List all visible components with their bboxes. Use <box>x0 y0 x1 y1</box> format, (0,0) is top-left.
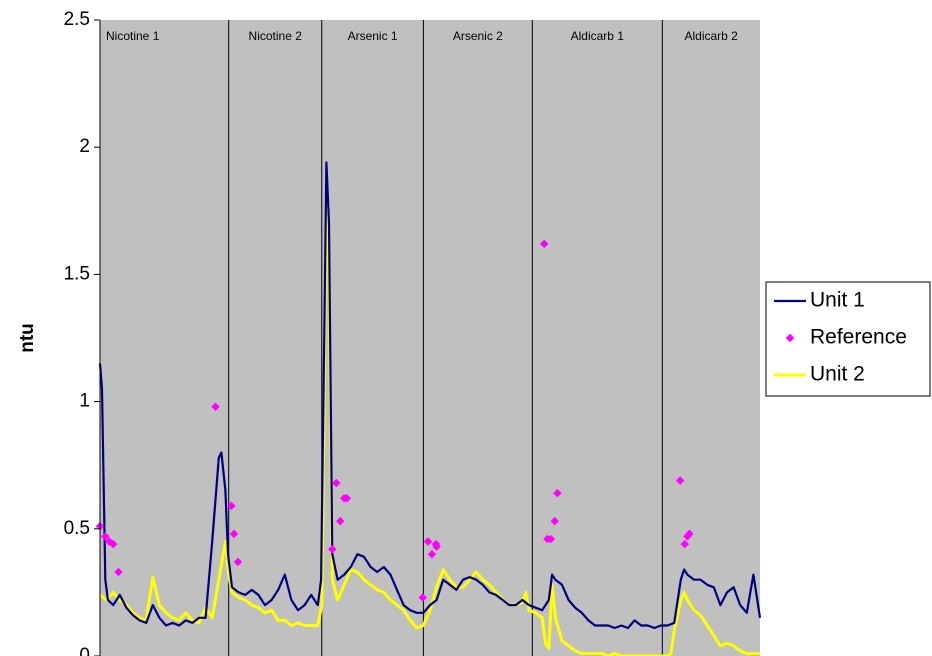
plot-area <box>100 20 760 656</box>
legend-label: Unit 1 <box>810 289 865 312</box>
reference-marker <box>432 542 441 551</box>
legend-label: Unit 2 <box>810 363 865 386</box>
reference-marker <box>427 549 437 559</box>
section-label: Aldicarb 1 <box>571 29 625 43</box>
legend-entries: Unit 1 Reference Unit 2 <box>774 289 907 386</box>
section-label: Nicotine 2 <box>249 29 303 43</box>
reference-marker <box>680 539 690 549</box>
reference-marker <box>332 478 341 488</box>
reference-marker <box>335 516 345 526</box>
reference-marker <box>328 544 337 554</box>
legend-swatch <box>785 333 795 343</box>
y-axis-ticks: 0 0.5 1 1.5 2 2.5 <box>64 9 100 656</box>
series-line <box>99 191 760 656</box>
y-tick-label: 1.5 <box>64 263 90 284</box>
y-tick-label: 2 <box>79 136 90 157</box>
legend: Unit 1 Reference Unit 2 <box>765 281 931 397</box>
y-tick-label: 0 <box>79 645 90 656</box>
plot-background <box>100 20 760 656</box>
section-label: Arsenic 2 <box>453 29 503 43</box>
reference-marker <box>685 529 694 539</box>
reference-marker <box>211 402 220 411</box>
section-label: Nicotine 1 <box>106 29 160 43</box>
reference-marker <box>675 476 685 485</box>
reference-marker <box>227 501 236 511</box>
y-tick-label: 1 <box>79 391 90 412</box>
section-label: Aldicarb 2 <box>684 29 738 43</box>
reference-marker <box>553 488 562 498</box>
reference-marker <box>418 593 427 602</box>
reference-marker <box>546 534 556 544</box>
y-tick-label: 0.5 <box>64 518 90 539</box>
section-label: Arsenic 1 <box>348 29 398 43</box>
reference-marker <box>423 537 433 546</box>
y-axis-title: ntu <box>17 323 38 353</box>
reference-marker <box>550 516 559 526</box>
reference-marker <box>342 494 352 503</box>
legend-label: Reference <box>810 326 907 349</box>
series-line <box>98 161 762 630</box>
y-tick-label: 2.5 <box>64 9 90 30</box>
series-layer <box>95 161 762 656</box>
